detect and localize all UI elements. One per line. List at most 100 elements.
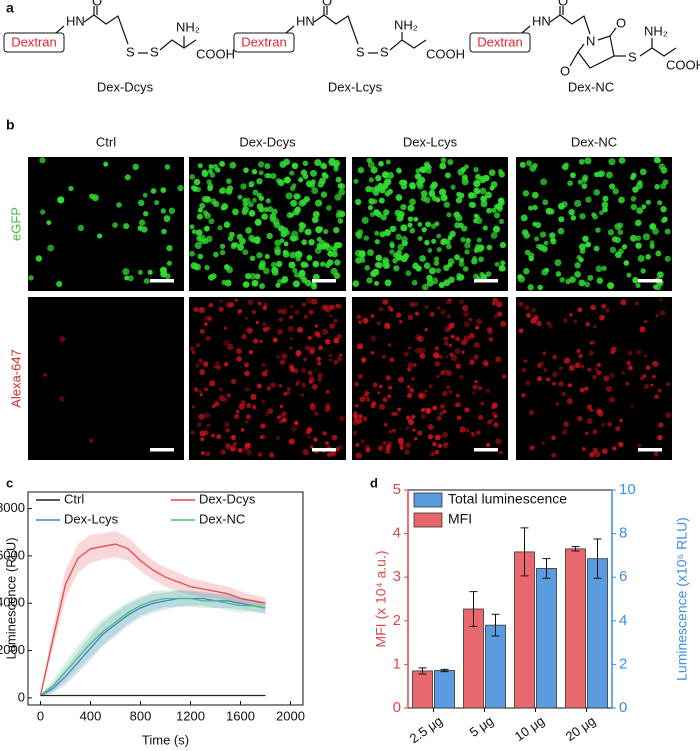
cell-dot bbox=[500, 266, 506, 272]
cell-dot bbox=[425, 408, 432, 414]
cell-dot bbox=[198, 413, 205, 420]
cell-dot bbox=[618, 157, 626, 164]
cell-dot bbox=[244, 316, 249, 321]
atom: O bbox=[616, 15, 626, 30]
cell-dot bbox=[643, 319, 648, 324]
cell-dot bbox=[591, 212, 597, 218]
dextran-box bbox=[469, 32, 531, 53]
legend-label: Ctrl bbox=[64, 491, 84, 506]
cell-dot bbox=[264, 412, 269, 416]
cell-dot bbox=[254, 273, 261, 280]
cell-dot bbox=[376, 262, 383, 269]
cell-dot bbox=[577, 416, 583, 422]
cell-dot bbox=[47, 244, 55, 252]
cell-dot bbox=[518, 328, 524, 334]
cell-dot bbox=[394, 209, 402, 217]
column-label: Ctrl bbox=[96, 134, 116, 149]
cell-dot bbox=[534, 236, 540, 242]
cell-dot bbox=[313, 437, 318, 442]
cell-dot bbox=[392, 428, 397, 433]
cell-dot bbox=[539, 360, 545, 366]
cell-dot bbox=[634, 301, 640, 306]
cell-dot bbox=[528, 205, 534, 211]
atom: HN bbox=[296, 13, 315, 28]
cell-dot bbox=[204, 264, 210, 271]
cell-dot bbox=[473, 354, 479, 360]
cell-dot bbox=[424, 196, 431, 204]
cell-dot bbox=[214, 360, 219, 365]
cell-dot bbox=[593, 324, 597, 329]
cell-dot bbox=[370, 335, 377, 342]
cell-dot bbox=[480, 401, 485, 406]
cell-dot bbox=[227, 343, 234, 351]
cell-dot bbox=[281, 276, 289, 283]
cell-dot bbox=[475, 430, 481, 436]
cell-dot bbox=[266, 386, 272, 391]
cell-dot bbox=[602, 206, 608, 213]
cell-dot bbox=[329, 323, 335, 329]
cell-dot bbox=[437, 306, 441, 310]
cell-dot bbox=[585, 241, 592, 248]
cell-dot bbox=[494, 261, 500, 267]
cell-dot bbox=[322, 431, 327, 436]
cell-dot bbox=[568, 364, 575, 371]
cell-dot bbox=[642, 373, 647, 379]
cell-dot bbox=[481, 175, 489, 182]
cell-dot bbox=[103, 161, 109, 167]
cell-dot bbox=[294, 193, 301, 200]
cell-dot bbox=[427, 434, 434, 440]
cell-dot bbox=[439, 404, 445, 409]
dextran: Dextran bbox=[241, 34, 287, 49]
cell-dot bbox=[552, 371, 559, 378]
cell-dot bbox=[464, 407, 470, 413]
cell-dot bbox=[454, 348, 461, 355]
cell-dot bbox=[219, 299, 223, 304]
cell-dot bbox=[294, 272, 300, 278]
cell-dot bbox=[492, 297, 499, 304]
structure: Dextran HN O S S NH₂ COOH Dex-Lcys bbox=[233, 0, 465, 94]
cell-dot bbox=[424, 327, 428, 332]
cell-dot bbox=[450, 184, 456, 190]
cell-dot bbox=[204, 315, 209, 321]
cell-dot bbox=[258, 262, 266, 271]
cell-dot bbox=[533, 314, 539, 321]
cell-dot bbox=[316, 356, 321, 362]
cell-dot bbox=[283, 176, 291, 184]
cell-dot bbox=[123, 223, 130, 230]
cell-dot bbox=[217, 225, 223, 231]
cell-dot bbox=[200, 437, 205, 442]
cell-dot bbox=[652, 227, 659, 235]
cell-dot bbox=[479, 187, 487, 195]
cell-dot bbox=[43, 373, 47, 377]
atom: S bbox=[380, 44, 389, 59]
cell-dot bbox=[288, 261, 296, 269]
cell-dot bbox=[150, 188, 157, 194]
cell-dot bbox=[393, 252, 399, 259]
cell-dot bbox=[352, 430, 358, 436]
cell-dot bbox=[612, 446, 617, 451]
cell-dot bbox=[314, 159, 322, 167]
cell-dot bbox=[221, 202, 229, 210]
cell-dot bbox=[486, 207, 492, 214]
cell-dot bbox=[357, 166, 365, 174]
cell-dot bbox=[649, 224, 655, 230]
cell-dot bbox=[336, 242, 343, 248]
cell-dot bbox=[419, 255, 426, 262]
cell-dot bbox=[660, 183, 667, 190]
cell-dot bbox=[439, 411, 443, 416]
cell-dot bbox=[252, 197, 257, 203]
cell-dot bbox=[634, 219, 642, 227]
cell-dot bbox=[264, 163, 271, 170]
cell-dot bbox=[194, 241, 202, 250]
cell-dot bbox=[216, 434, 222, 440]
cell-dot bbox=[358, 414, 363, 419]
cell-dot bbox=[241, 333, 247, 340]
cell-dot bbox=[534, 221, 542, 229]
cell-dot bbox=[194, 263, 202, 271]
cell-dot bbox=[225, 188, 233, 195]
cell-dot bbox=[289, 170, 295, 176]
legend-label: Total luminescence bbox=[448, 491, 567, 507]
scale-bar bbox=[312, 448, 336, 452]
cell-dot bbox=[396, 214, 404, 222]
